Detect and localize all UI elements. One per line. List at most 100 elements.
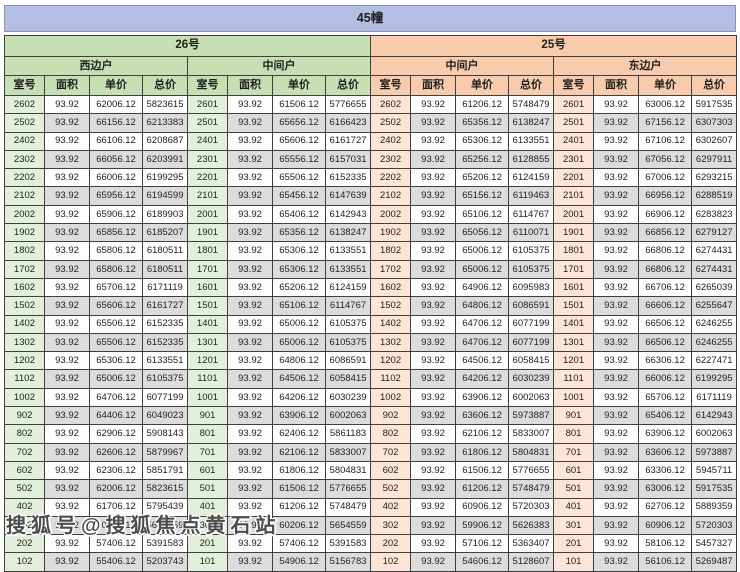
col-header-unit-price: 单价 (455, 75, 510, 96)
unit-price-cell: 65006.12 (272, 314, 326, 334)
room-cell: 601 (187, 460, 228, 481)
unit-price-cell: 65506.12 (89, 332, 143, 353)
total-price-cell: 5626383 (508, 515, 555, 536)
area-cell: 93.92 (593, 259, 640, 279)
table-row: 1202 93.92 65306.12 6133551 1201 93.92 64806.1… (4, 351, 738, 371)
area-cell: 93.92 (44, 460, 90, 481)
unit-price-cell: 67006.12 (638, 168, 693, 188)
unit-price-cell: 66856.12 (638, 223, 693, 243)
total-price-cell: 5973887 (691, 442, 738, 462)
col-header-area: 面积 (227, 75, 273, 96)
area-cell: 93.92 (410, 387, 457, 408)
room-cell: 2302 (370, 149, 412, 170)
unit-price-cell: 66906.12 (638, 204, 693, 225)
unit-price-cell: 64906.12 (455, 277, 510, 298)
table-row: 702 93.92 62606.12 5879967 701 93.92 62106.12 5… (4, 442, 738, 462)
unit-price-cell: 65056.12 (455, 223, 510, 243)
total-price-cell: 6199295 (142, 168, 188, 188)
table-row: 1502 93.92 65606.12 6161727 1501 93.92 65106.1… (4, 296, 738, 316)
total-price-cell: 5833007 (508, 424, 555, 444)
area-cell: 93.92 (227, 387, 273, 408)
room-cell: 1701 (187, 259, 228, 279)
total-price-cell: 6110071 (508, 223, 555, 243)
area-cell: 93.92 (593, 406, 640, 426)
total-price-cell: 5720303 (691, 515, 738, 536)
column-header-row: 室号 面积 单价 总价 室号 面积 单价 总价 室号 面积 单价 总价 室号 面积 单价 总价 (4, 75, 738, 96)
area-cell: 93.92 (593, 94, 640, 115)
room-cell: 2302 (4, 149, 45, 170)
room-cell: 401 (553, 497, 595, 517)
total-price-cell: 6133551 (142, 351, 188, 371)
col-header-total-price: 总价 (691, 75, 738, 96)
total-price-cell: 6002063 (508, 387, 555, 408)
area-cell: 93.92 (44, 552, 90, 572)
table-row: 1902 93.92 65856.12 6185207 1901 93.92 65356.1… (4, 223, 738, 243)
area-cell: 93.92 (593, 113, 640, 133)
table-row: 2302 93.92 66056.12 6203991 2301 93.92 65556.1… (4, 149, 738, 170)
unit-price-cell: 64206.12 (455, 369, 510, 389)
area-cell: 93.92 (410, 424, 457, 444)
total-price-cell: 6293215 (691, 168, 738, 188)
unit-price-cell: 55406.12 (89, 552, 143, 572)
room-cell: 2301 (553, 149, 595, 170)
unit-price-cell: 61806.12 (455, 442, 510, 462)
room-cell: 701 (553, 442, 595, 462)
total-price-cell: 6124159 (508, 168, 555, 188)
total-price-cell: 6077199 (508, 332, 555, 353)
room-cell: 902 (370, 406, 412, 426)
total-price-cell: 5776655 (324, 94, 372, 115)
room-cell: 2401 (553, 131, 595, 151)
table-body: 2602 93.92 62006.12 5823615 2601 93.92 61506.1… (4, 94, 738, 572)
area-cell: 93.92 (227, 94, 273, 115)
col-header-room: 室号 (4, 75, 45, 96)
total-price-cell: 5748479 (324, 497, 372, 517)
area-cell: 93.92 (410, 296, 457, 316)
unit-price-cell: 56106.12 (638, 552, 693, 572)
area-cell: 93.92 (227, 497, 273, 517)
total-price-cell: 6002063 (324, 406, 372, 426)
total-price-cell: 5889359 (691, 497, 738, 517)
total-price-cell: 6166423 (324, 113, 372, 133)
total-price-cell: 5391583 (142, 534, 188, 554)
unit-price-cell: 66606.12 (638, 296, 693, 316)
building-title: 45幢 (4, 5, 736, 32)
col-header-total-price: 总价 (324, 75, 372, 96)
unit-price-cell: 64706.12 (455, 332, 510, 353)
room-cell: 101 (187, 552, 228, 572)
area-cell: 93.92 (44, 241, 90, 261)
area-cell: 93.92 (44, 296, 90, 316)
unit-price-cell: 61206.12 (455, 479, 510, 499)
unit-price-cell: 62006.12 (89, 94, 143, 115)
table-row: 902 93.92 64406.12 6049023 901 93.92 63906.12 6… (4, 406, 738, 426)
room-cell: 701 (187, 442, 228, 462)
room-cell: 1602 (370, 277, 412, 298)
total-price-cell: 6114767 (508, 204, 555, 225)
unit-price-cell: 65206.12 (272, 277, 326, 298)
area-cell: 93.92 (44, 223, 90, 243)
building-header-row: 26号 25号 (3, 35, 738, 57)
area-cell: 93.92 (593, 552, 640, 572)
total-price-cell: 6157031 (324, 149, 372, 170)
total-price-cell: 5776655 (508, 460, 555, 481)
unit-price-cell: 64806.12 (272, 351, 326, 371)
total-price-cell: 6302607 (691, 131, 738, 151)
room-cell: 1901 (187, 223, 228, 243)
total-price-cell: 6147639 (324, 186, 372, 206)
room-cell: 2601 (187, 94, 228, 115)
unit-price-cell: 66056.12 (89, 149, 143, 170)
unit-price-cell: 62706.12 (638, 497, 693, 517)
unit-price-cell: 60906.12 (638, 515, 693, 536)
total-price-cell: 6128855 (508, 149, 555, 170)
room-cell: 1702 (370, 259, 412, 279)
room-cell: 2401 (187, 131, 228, 151)
area-cell: 93.92 (44, 94, 90, 115)
unit-price-cell: 65106.12 (455, 204, 510, 225)
room-cell: 502 (370, 479, 412, 499)
area-cell: 93.92 (227, 515, 273, 536)
table-row: 2002 93.92 65906.12 6189903 2001 93.92 65406.1… (4, 204, 738, 225)
total-price-cell: 6133551 (324, 259, 372, 279)
unit-price-cell: 63906.12 (638, 424, 693, 444)
unit-price-cell: 65956.12 (89, 186, 143, 206)
room-cell: 2202 (4, 168, 45, 188)
area-cell: 93.92 (44, 515, 90, 536)
